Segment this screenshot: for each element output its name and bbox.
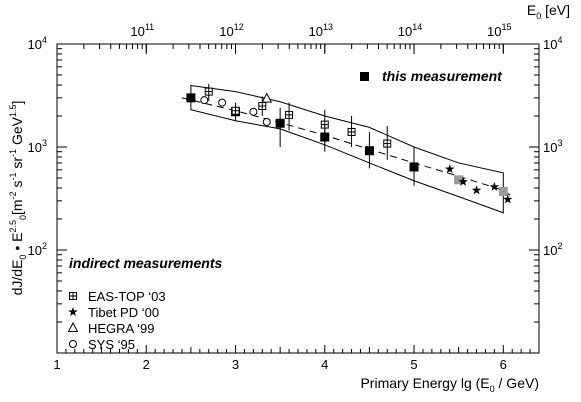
legend-label: SYS ‘95	[88, 337, 135, 352]
systematic-band	[190, 84, 504, 214]
data-point	[444, 164, 455, 174]
data-marks	[186, 83, 513, 204]
legend-label: EAS-TOP ‘03	[88, 289, 166, 304]
legend-label: Tibet PD ‘00	[88, 305, 159, 320]
y-tick-label-right: 102	[543, 241, 562, 258]
uncertainty-band	[190, 84, 504, 214]
data-point	[200, 96, 209, 105]
data-point	[364, 146, 374, 156]
axis-ticks: 1 2 3 4 5 6 1011 1012 1013 1014 1015 102 103 104 102 10…	[28, 22, 563, 372]
legend-marker	[69, 340, 77, 348]
data-point	[262, 117, 271, 126]
legend-marker	[68, 307, 78, 317]
data-point	[471, 185, 482, 195]
data-point	[503, 194, 513, 204]
data-point	[186, 93, 196, 103]
top-tick-label: 1014	[398, 22, 422, 39]
data-point	[409, 162, 419, 172]
y-tick-label-right: 104	[543, 35, 562, 52]
y-tick-label: 104	[28, 35, 47, 52]
legend-indirect-title: indirect measurements	[69, 255, 222, 271]
top-tick-label: 1013	[309, 22, 333, 39]
legend-marker	[67, 321, 79, 332]
top-tick-label: 1015	[487, 22, 511, 39]
data-point	[249, 107, 258, 116]
x-tick-label: 2	[143, 357, 150, 372]
y-tick-label: 102	[28, 241, 47, 258]
data-point	[275, 118, 285, 128]
top-tick-label: 1012	[219, 22, 243, 39]
data-point	[489, 181, 500, 191]
data-point	[498, 186, 508, 196]
top-tick-label: 1011	[130, 22, 154, 39]
y-tick-label-right: 103	[543, 138, 562, 155]
y-axis-label: dJ/dE0 • E2.50[m-2 s-1 sr-1 GeV1.5]	[8, 101, 28, 296]
x-tick-label: 5	[410, 357, 417, 372]
x-tick-label: 3	[232, 357, 239, 372]
x-tick-label: 4	[321, 357, 328, 372]
y-tick-label: 103	[28, 138, 47, 155]
x-axis-label: Primary Energy lg (E0 / GeV)	[360, 375, 539, 394]
data-point	[320, 132, 330, 142]
top-axis-label: E0 [eV]	[527, 2, 570, 21]
x-tick-label: 1	[53, 357, 60, 372]
data-point	[454, 175, 464, 185]
data-point	[261, 92, 273, 103]
x-tick-label: 6	[500, 357, 507, 372]
legend-label: HEGRA ‘99	[88, 321, 154, 336]
data-point	[218, 98, 227, 107]
legend-this-label: this measurement	[382, 68, 503, 84]
legend-this-marker	[360, 72, 369, 81]
data-point	[458, 176, 468, 186]
